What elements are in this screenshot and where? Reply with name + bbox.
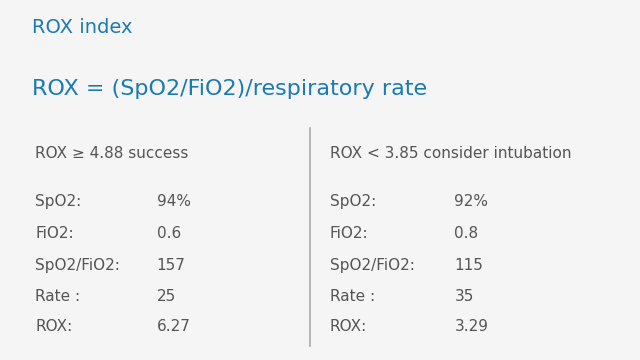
- Text: 35: 35: [454, 289, 474, 305]
- Text: 92%: 92%: [454, 194, 488, 210]
- Text: 94%: 94%: [157, 194, 191, 210]
- Text: ROX = (SpO2/FiO2)/respiratory rate: ROX = (SpO2/FiO2)/respiratory rate: [32, 79, 427, 99]
- Text: Rate :: Rate :: [330, 289, 375, 305]
- Text: 0.8: 0.8: [454, 226, 479, 241]
- Text: ROX ≥ 4.88 success: ROX ≥ 4.88 success: [35, 146, 189, 161]
- Text: ROX < 3.85 consider intubation: ROX < 3.85 consider intubation: [330, 146, 571, 161]
- Text: FiO2:: FiO2:: [35, 226, 74, 241]
- Text: 0.6: 0.6: [157, 226, 181, 241]
- Text: SpO2:: SpO2:: [35, 194, 81, 210]
- Text: ROX:: ROX:: [330, 319, 367, 334]
- Text: ROX:: ROX:: [35, 319, 72, 334]
- Text: 25: 25: [157, 289, 176, 305]
- Text: 157: 157: [157, 258, 186, 273]
- Text: 3.29: 3.29: [454, 319, 488, 334]
- Text: 115: 115: [454, 258, 483, 273]
- Text: SpO2/FiO2:: SpO2/FiO2:: [330, 258, 415, 273]
- Text: ROX index: ROX index: [32, 18, 132, 37]
- Text: FiO2:: FiO2:: [330, 226, 368, 241]
- Text: SpO2/FiO2:: SpO2/FiO2:: [35, 258, 120, 273]
- Text: Rate :: Rate :: [35, 289, 81, 305]
- Text: SpO2:: SpO2:: [330, 194, 376, 210]
- Text: 6.27: 6.27: [157, 319, 191, 334]
